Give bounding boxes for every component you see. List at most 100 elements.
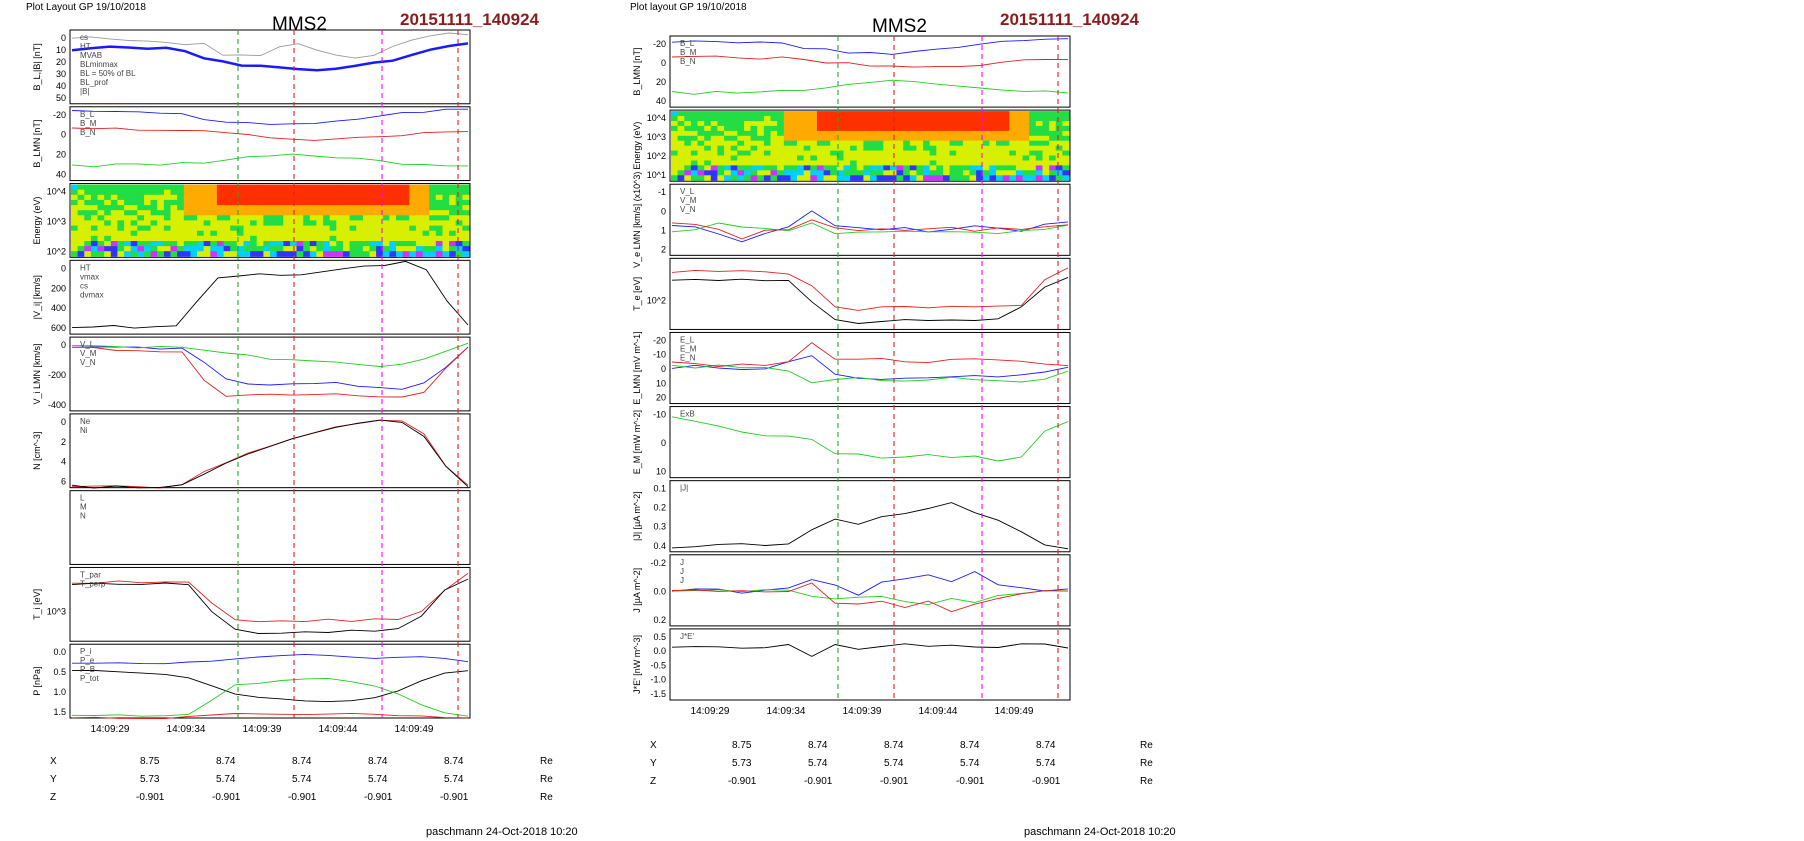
heatmap-cell: [309, 235, 317, 242]
heatmap-cell: [836, 121, 844, 127]
heatmap-cell: [671, 116, 679, 122]
ylabel: T_e [eV]: [632, 277, 642, 311]
panel-frame: [669, 628, 1071, 701]
heatmap-cell: [422, 215, 430, 221]
heatmap-cell: [203, 194, 211, 201]
heatmap-cell: [810, 145, 818, 152]
heatmap-cell: [763, 155, 771, 161]
heatmap-cell: [462, 184, 470, 191]
heatmap-cell: [356, 241, 364, 247]
heatmap-cell: [356, 210, 364, 216]
heatmap-cell: [236, 205, 244, 211]
ytick-label: -10: [653, 350, 666, 360]
heatmap-cell: [730, 111, 738, 117]
heatmap-cell: [684, 111, 692, 117]
heatmap-cell: [870, 165, 878, 171]
heatmap-cell: [909, 125, 917, 132]
heatmap-cell: [137, 199, 145, 206]
heatmap-cell: [203, 225, 211, 232]
heatmap-cell: [797, 165, 805, 171]
heatmap-cell: [870, 140, 878, 147]
series-b-n: [671, 79, 1069, 95]
heatmap-cell: [382, 199, 390, 206]
r-eph-z-2: -0.901: [804, 776, 833, 787]
heatmap-cell: [455, 235, 463, 242]
heatmap-cell: [197, 205, 205, 211]
legend-entry: V_L: [680, 187, 695, 196]
heatmap-cell: [943, 170, 951, 176]
heatmap-cell: [843, 165, 851, 171]
heatmap-cell: [316, 251, 324, 257]
heatmap-cell: [976, 150, 984, 156]
heatmap-cell: [750, 116, 758, 122]
heatmap-cell: [923, 150, 931, 156]
heatmap-cell: [296, 235, 304, 242]
heatmap-cell: [124, 251, 132, 257]
heatmap-cell: [270, 184, 278, 191]
heatmap-cell: [223, 235, 231, 242]
heatmap-cell: [909, 155, 917, 161]
heatmap-cell: [757, 150, 765, 156]
heatmap-cell: [783, 150, 791, 156]
heatmap-cell: [889, 121, 897, 127]
heatmap-cell: [790, 170, 798, 176]
ytick-label: 20: [56, 57, 66, 67]
heatmap-cell: [316, 199, 324, 206]
heatmap-cell: [243, 205, 251, 211]
heatmap-cell: [117, 199, 125, 206]
heatmap-cell: [996, 155, 1004, 161]
ytick-label: 0.5: [53, 667, 66, 677]
heatmap-cell: [177, 199, 185, 206]
heatmap-cell: [183, 199, 191, 206]
heatmap-cell: [250, 205, 258, 211]
legend-entry: ExB: [680, 410, 695, 419]
heatmap-cell: [989, 116, 997, 122]
heatmap-cell: [730, 116, 738, 122]
heatmap-cell: [442, 189, 450, 196]
heatmap-cell: [362, 241, 370, 247]
heatmap-cell: [150, 241, 158, 247]
heatmap-cell: [150, 251, 158, 257]
heatmap-cell: [177, 184, 185, 191]
heatmap-cell: [276, 215, 284, 221]
heatmap-cell: [110, 220, 118, 226]
ytick-label: 10: [656, 467, 666, 477]
legend-entry: dvmax: [80, 290, 104, 299]
heatmap-cell: [137, 241, 145, 247]
heatmap-cell: [289, 251, 297, 257]
heatmap-cell: [936, 175, 944, 181]
heatmap-cell: [717, 140, 725, 147]
legend-entry: B_M: [80, 119, 97, 128]
heatmap-cell: [962, 160, 970, 166]
heatmap-cell: [429, 199, 437, 206]
right-panel-3: 10^2T_e [eV]: [632, 257, 1071, 330]
heatmap-cell: [823, 140, 831, 147]
heatmap-cell: [810, 121, 818, 127]
legend-entry: V_N: [80, 358, 96, 367]
heatmap-cell: [110, 225, 118, 232]
heatmap-cell: [243, 184, 251, 191]
heatmap-cell: [783, 175, 791, 181]
heatmap-cell: [830, 145, 838, 152]
heatmap-cell: [671, 135, 679, 142]
heatmap-cell: [757, 145, 765, 152]
heatmap-cell: [697, 160, 705, 166]
heatmap-cell: [270, 194, 278, 201]
heatmap-cell: [943, 150, 951, 156]
heatmap-cell: [157, 194, 165, 201]
heatmap-cell: [270, 199, 278, 206]
heatmap-cell: [449, 235, 457, 242]
heatmap-cell: [949, 135, 957, 142]
heatmap-cell: [856, 170, 864, 176]
r-eph-unit-z: Re: [1140, 776, 1153, 787]
heatmap-cell: [797, 145, 805, 152]
heatmap-cell: [777, 116, 785, 122]
heatmap-cell: [1049, 116, 1057, 122]
heatmap-cell: [243, 241, 251, 247]
heatmap-cell: [816, 145, 824, 152]
heatmap-cell: [1009, 170, 1017, 176]
heatmap-cell: [150, 199, 158, 206]
r-eph-y-5: 5.74: [1036, 758, 1056, 769]
heatmap-cell: [1035, 116, 1043, 122]
